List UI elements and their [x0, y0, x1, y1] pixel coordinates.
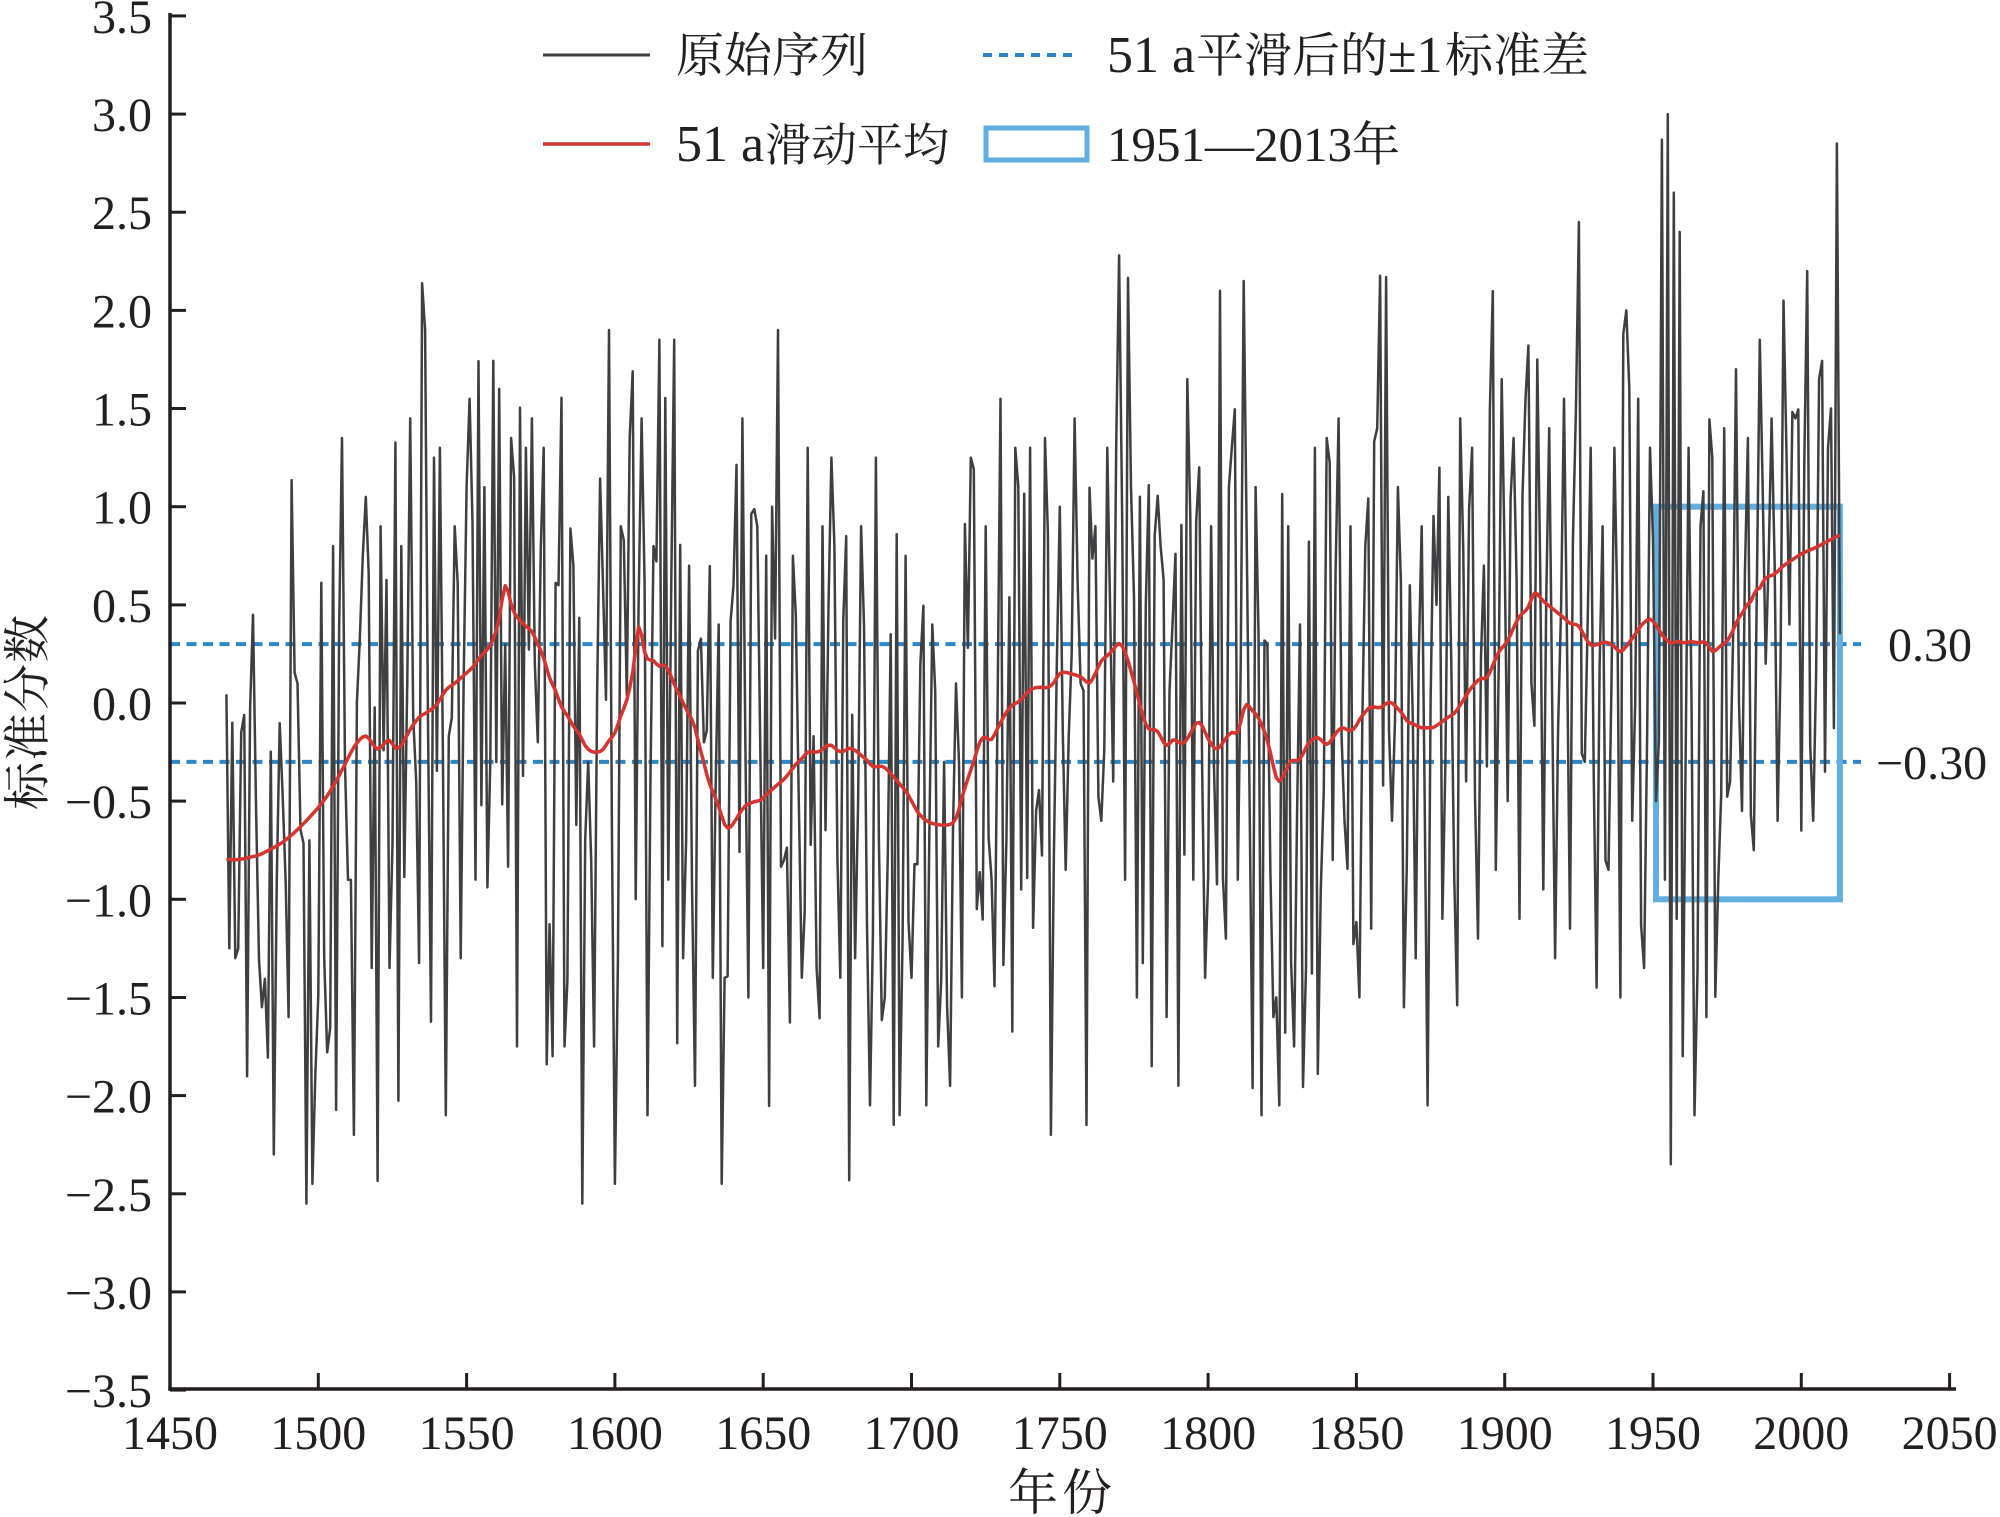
svg-text:1550: 1550	[419, 1407, 515, 1460]
svg-text:2050: 2050	[1902, 1407, 1998, 1460]
svg-text:1951—2013: 1951—2013	[1107, 117, 1352, 172]
svg-text:0.30: 0.30	[1888, 619, 1972, 672]
svg-text:1700: 1700	[864, 1407, 960, 1460]
svg-text:3.5: 3.5	[92, 0, 152, 44]
svg-text:2.5: 2.5	[92, 187, 152, 240]
svg-text:51 a: 51 a	[1107, 27, 1195, 84]
svg-text:0.0: 0.0	[92, 678, 152, 731]
svg-text:−2.0: −2.0	[65, 1071, 152, 1124]
svg-text:1950: 1950	[1605, 1407, 1701, 1460]
svg-text:2000: 2000	[1753, 1407, 1849, 1460]
svg-text:1600: 1600	[567, 1407, 663, 1460]
svg-text:2.0: 2.0	[92, 285, 152, 338]
svg-text:1900: 1900	[1457, 1407, 1553, 1460]
svg-text:1.5: 1.5	[92, 384, 152, 437]
svg-text:1650: 1650	[715, 1407, 811, 1460]
svg-text:±1: ±1	[1388, 27, 1443, 84]
svg-text:−3.0: −3.0	[65, 1267, 152, 1320]
svg-text:1.0: 1.0	[92, 482, 152, 535]
svg-text:1500: 1500	[270, 1407, 366, 1460]
svg-text:1800: 1800	[1160, 1407, 1256, 1460]
svg-text:−2.5: −2.5	[65, 1169, 152, 1222]
svg-text:−3.5: −3.5	[65, 1365, 152, 1418]
svg-text:1750: 1750	[1012, 1407, 1108, 1460]
svg-text:1450: 1450	[122, 1407, 218, 1460]
svg-text:1850: 1850	[1308, 1407, 1404, 1460]
svg-text:−1.5: −1.5	[65, 973, 152, 1026]
svg-text:51 a: 51 a	[676, 116, 764, 173]
svg-text:0.5: 0.5	[92, 580, 152, 633]
svg-text:−1.0: −1.0	[65, 874, 152, 927]
svg-text:3.0: 3.0	[92, 89, 152, 142]
svg-text:−0.30: −0.30	[1876, 737, 1987, 790]
svg-text:−0.5: −0.5	[65, 776, 152, 829]
